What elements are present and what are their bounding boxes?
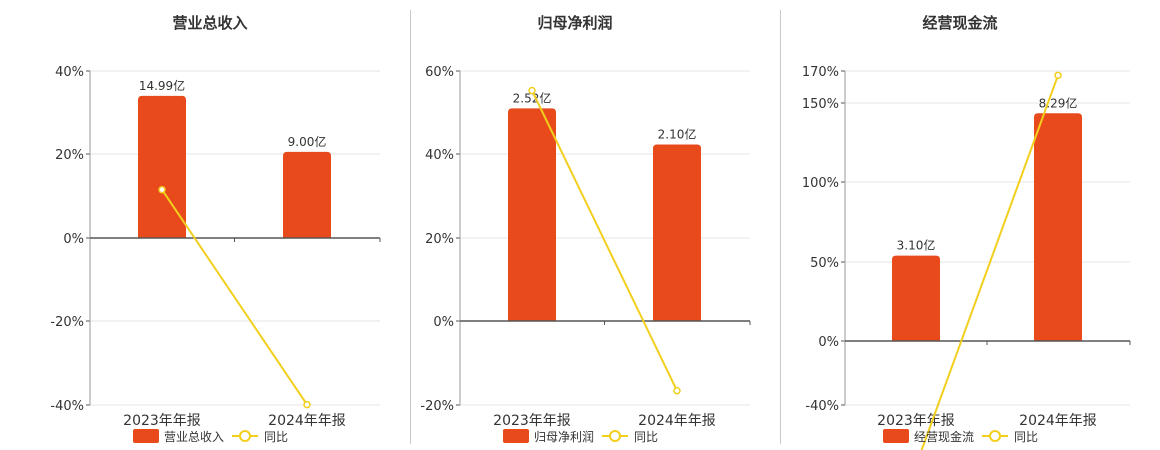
- yoy-line: [161, 189, 308, 406]
- net-profit-chart-panel: 归母净利润 60% 40% 20% 0% -20% 2.52亿 2.10亿 2023年年报 202…: [400, 0, 780, 450]
- legend-bar-swatch: [883, 429, 909, 443]
- legend-line-label: 同比: [634, 430, 658, 444]
- y-tick-label: 40%: [55, 65, 84, 80]
- bar: [508, 108, 556, 321]
- bar: [1034, 113, 1082, 342]
- bar-value-label: 2.52亿: [513, 90, 552, 105]
- yoy-line: [531, 90, 678, 392]
- legend-line-marker: [239, 430, 251, 442]
- bar: [892, 255, 940, 341]
- bar-value-label: 8.29亿: [1039, 95, 1078, 110]
- chart-title: 营业总收入: [172, 14, 247, 32]
- x-tick-label: 2023年年报: [493, 413, 571, 429]
- yoy-line: [920, 74, 1059, 450]
- y-tick-label: 50%: [810, 256, 839, 271]
- y-tick-label: -40%: [805, 399, 839, 414]
- y-tick-label: 170%: [802, 65, 839, 80]
- yoy-point: [528, 86, 536, 95]
- x-tick-label: 2023年年报: [877, 413, 955, 429]
- bar-value-label: 2.10亿: [658, 126, 697, 141]
- legend-bar-swatch: [503, 429, 529, 443]
- y-tick-label: -20%: [50, 315, 84, 330]
- panel-divider: [780, 10, 781, 444]
- x-tick-label: 2024年年报: [268, 413, 346, 429]
- bar: [653, 144, 701, 321]
- y-tick-label: 0%: [63, 232, 84, 247]
- panel-divider: [410, 10, 411, 444]
- yoy-point: [158, 185, 166, 194]
- chart-title: 归母净利润: [537, 14, 612, 32]
- bar-value-label: 9.00亿: [288, 134, 327, 149]
- yoy-point: [1054, 71, 1062, 80]
- y-tick-label: -20%: [420, 399, 454, 414]
- legend-bar-label: 经营现金流: [914, 429, 974, 444]
- y-tick-label: 20%: [55, 148, 84, 163]
- revenue-chart-panel: 营业总收入 40% 20% 0% -20% -40% 14.99亿 9.00亿 2023年年报 2…: [0, 0, 400, 450]
- net-profit-chart: 归母净利润 60% 40% 20% 0% -20% 2.52亿 2.10亿 2023年年报 202…: [420, 14, 751, 444]
- cash-flow-chart: 经营现金流 170% 150% 100% 50% 0% -40% 3.10亿 8.29亿 2023…: [802, 14, 1131, 450]
- bar: [283, 151, 331, 238]
- yoy-point: [673, 386, 681, 395]
- chart-title: 经营现金流: [922, 14, 997, 32]
- y-tick-label: 60%: [425, 65, 454, 80]
- y-tick-label: 0%: [433, 315, 454, 330]
- legend-line-label: 同比: [264, 430, 288, 444]
- x-tick-label: 2023年年报: [123, 413, 201, 429]
- x-tick-label: 2024年年报: [1019, 413, 1097, 429]
- bar-value-label: 14.99亿: [139, 78, 185, 93]
- legend-bar-label: 归母净利润: [534, 430, 594, 444]
- y-tick-label: 150%: [802, 97, 839, 112]
- bar: [138, 95, 186, 239]
- y-tick-label: 40%: [425, 148, 454, 163]
- y-tick-label: 100%: [802, 176, 839, 191]
- revenue-chart: 营业总收入 40% 20% 0% -20% -40% 14.99亿 9.00亿 2023年年报 2…: [50, 14, 381, 444]
- legend-line-label: 同比: [1014, 430, 1038, 444]
- y-tick-label: 20%: [425, 232, 454, 247]
- legend-bar-swatch: [133, 429, 159, 443]
- y-tick-label: 0%: [818, 335, 839, 350]
- yoy-point: [303, 400, 311, 409]
- legend-line-marker: [609, 430, 621, 442]
- x-tick-label: 2024年年报: [638, 413, 716, 429]
- legend-bar-label: 营业总收入: [164, 430, 224, 444]
- legend-line-marker: [989, 430, 1001, 442]
- bar-value-label: 3.10亿: [897, 238, 936, 253]
- y-tick-label: -40%: [50, 399, 84, 414]
- cash-flow-chart-panel: 经营现金流 170% 150% 100% 50% 0% -40% 3.10亿 8.29亿 2023…: [780, 0, 1160, 450]
